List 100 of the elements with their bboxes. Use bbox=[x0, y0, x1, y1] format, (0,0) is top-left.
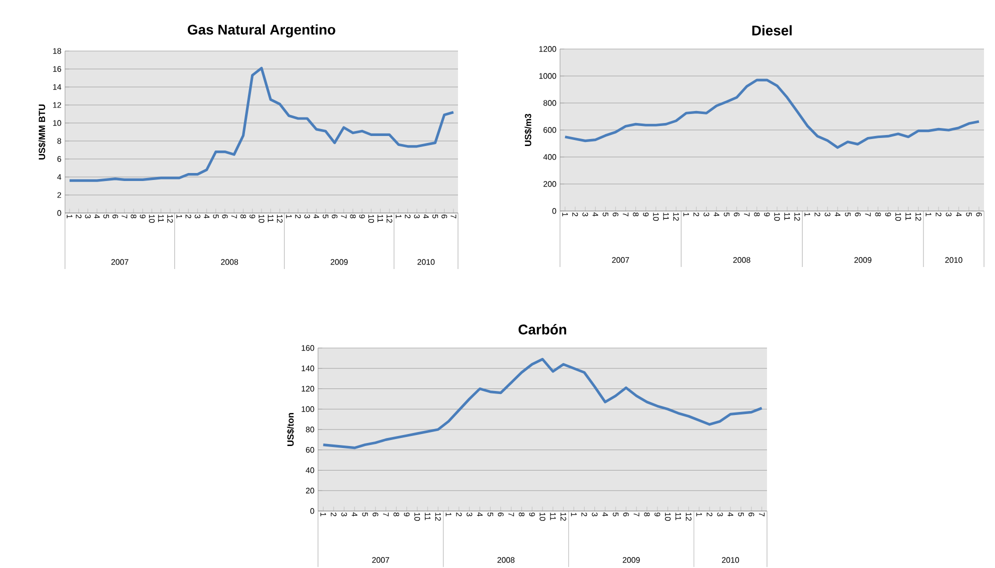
x-tick-label: 3 bbox=[704, 212, 710, 216]
x-tick-label: 1 bbox=[66, 214, 72, 218]
y-tick-label: 40 bbox=[306, 467, 314, 474]
x-tick-label: 8 bbox=[754, 212, 760, 216]
y-tick-label: 1000 bbox=[539, 73, 556, 79]
x-tick-label: 6 bbox=[332, 214, 338, 218]
text: 2009 bbox=[330, 259, 348, 265]
x-tick-label: 1 bbox=[804, 212, 810, 216]
chart-title: Diesel bbox=[752, 25, 792, 36]
text: 2009 bbox=[622, 557, 640, 563]
x-tick-label: 7 bbox=[341, 214, 347, 218]
x-tick-label: 3 bbox=[592, 512, 598, 516]
text: 2010 bbox=[418, 259, 435, 265]
y-tick-label: 80 bbox=[306, 426, 314, 432]
x-tick-label: 11 bbox=[378, 214, 384, 222]
x-tick-label: 9 bbox=[764, 212, 770, 216]
x-tick-label: 8 bbox=[875, 212, 881, 216]
x-tick-label: 4 bbox=[314, 214, 320, 218]
x-tick-label: 4 bbox=[423, 214, 429, 218]
y-tick-label: 0 bbox=[552, 208, 556, 214]
x-tick-label: 8 bbox=[240, 214, 246, 218]
x-tick-label: 3 bbox=[946, 212, 952, 216]
x-tick-label: 4 bbox=[352, 512, 358, 516]
y-tick-label: 6 bbox=[57, 156, 62, 162]
x-tick-label: 8 bbox=[518, 512, 524, 516]
x-tick-label: 7 bbox=[508, 512, 514, 516]
x-tick-label: 5 bbox=[738, 512, 744, 516]
x-tick-label: 4 bbox=[94, 214, 100, 218]
x-tick-label: 11 bbox=[784, 212, 790, 220]
x-tick-label: 6 bbox=[222, 214, 228, 218]
y-tick-label: 18 bbox=[53, 48, 62, 54]
x-tick-label: 1 bbox=[320, 512, 326, 516]
text: 2007 bbox=[111, 259, 128, 265]
y-tick-label: 0 bbox=[57, 210, 62, 216]
x-tick-label: 2 bbox=[186, 214, 192, 218]
x-tick-label: 5 bbox=[103, 214, 109, 218]
y-axis-title: US$/ton bbox=[286, 413, 294, 446]
x-tick-label: 6 bbox=[612, 212, 618, 216]
x-tick-label: 9 bbox=[885, 212, 891, 216]
x-tick-label: 9 bbox=[654, 512, 660, 516]
y-tick-label: 100 bbox=[302, 406, 314, 412]
x-tick-label: 3 bbox=[194, 214, 200, 218]
x-tick-label: 2 bbox=[581, 512, 588, 516]
x-tick-label: 7 bbox=[622, 212, 628, 216]
text: 2008 bbox=[497, 557, 514, 563]
x-tick-label: 4 bbox=[728, 512, 734, 516]
text: 2010 bbox=[945, 257, 962, 263]
y-tick-label: 200 bbox=[544, 181, 556, 187]
x-tick-label: 10 bbox=[258, 214, 264, 223]
line-series bbox=[564, 78, 980, 149]
x-tick-label: 1 bbox=[176, 214, 182, 218]
x-tick-label: 3 bbox=[341, 512, 347, 516]
y-tick-label: 1200 bbox=[539, 46, 556, 52]
x-tick-label: 4 bbox=[477, 512, 483, 516]
x-tick-label: 2 bbox=[706, 512, 712, 516]
y-tick-label: 4 bbox=[57, 174, 62, 180]
x-tick-label: 11 bbox=[906, 212, 912, 220]
x-tick-label: 1 bbox=[286, 214, 292, 218]
x-tick-label: 4 bbox=[956, 212, 962, 216]
x-tick-label: 7 bbox=[383, 512, 389, 516]
x-tick-label: 9 bbox=[642, 212, 649, 216]
x-tick-label: 2 bbox=[936, 212, 942, 216]
x-tick-label: 6 bbox=[854, 212, 861, 216]
x-tick-label: 11 bbox=[675, 512, 681, 520]
x-tick-label: 7 bbox=[634, 512, 640, 516]
x-tick-label: 12 bbox=[560, 512, 566, 521]
x-tick-label: 12 bbox=[673, 212, 679, 221]
x-tick-label: 11 bbox=[550, 512, 556, 520]
x-tick-label: 12 bbox=[794, 212, 800, 221]
y-tick-label: 10 bbox=[53, 120, 62, 126]
x-tick-label: 3 bbox=[717, 512, 723, 516]
x-tick-label: 12 bbox=[435, 512, 441, 521]
x-tick-label: 2 bbox=[76, 214, 82, 218]
chart-title: Carbón bbox=[518, 324, 566, 334]
x-tick-label: 1 bbox=[696, 512, 702, 516]
x-tick-label: 10 bbox=[664, 512, 671, 521]
y-axis-title: US$/m3 bbox=[524, 114, 532, 146]
x-tick-label: 8 bbox=[130, 214, 136, 218]
x-tick-label: 10 bbox=[414, 512, 420, 521]
y-tick-label: 140 bbox=[302, 366, 314, 372]
x-tick-label: 6 bbox=[441, 214, 448, 218]
x-tick-label: 3 bbox=[466, 512, 472, 516]
y-tick-label: 2 bbox=[57, 192, 62, 198]
x-tick-label: 5 bbox=[966, 212, 972, 216]
x-tick-label: 12 bbox=[916, 212, 922, 221]
x-tick-label: 9 bbox=[529, 512, 535, 516]
x-tick-label: 1 bbox=[446, 512, 452, 516]
x-tick-label: 6 bbox=[748, 512, 754, 516]
x-tick-label: 1 bbox=[683, 212, 689, 216]
x-tick-label: 6 bbox=[976, 212, 982, 216]
x-tick-label: 6 bbox=[734, 212, 740, 216]
x-tick-label: 4 bbox=[714, 212, 720, 216]
x-tick-label: 6 bbox=[623, 512, 629, 516]
x-tick-label: 2 bbox=[330, 512, 336, 516]
x-tick-label: 5 bbox=[322, 214, 328, 218]
text: 2007 bbox=[372, 557, 390, 563]
x-tick-label: 1 bbox=[396, 214, 402, 218]
x-tick-label: 11 bbox=[424, 512, 430, 520]
x-tick-label: 5 bbox=[844, 212, 851, 216]
x-tick-label: 3 bbox=[304, 214, 310, 218]
